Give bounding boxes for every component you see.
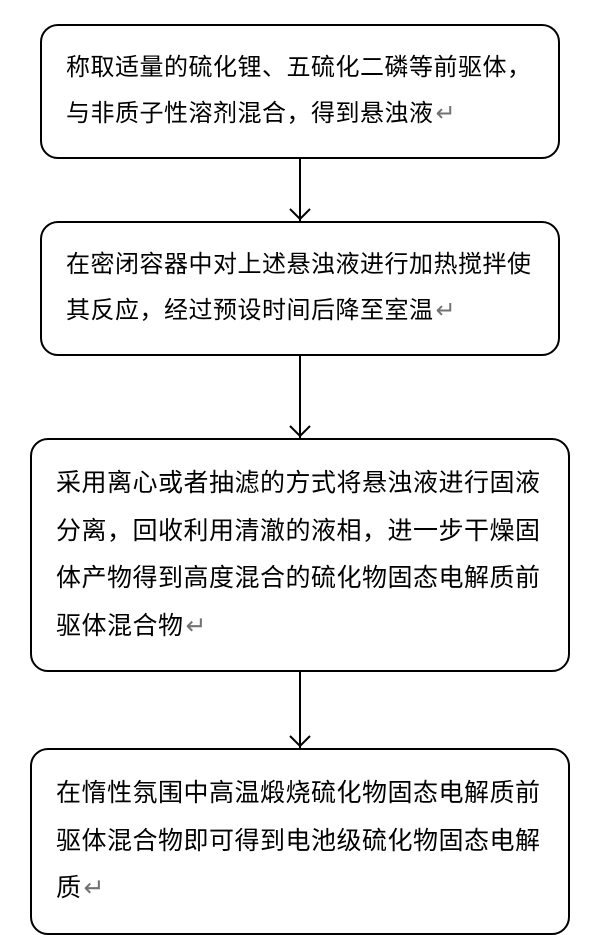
- flow-step-2-text: 在密闭容器中对上述悬浊液进行加热搅拌使其反应，经过预设时间后降至室温: [66, 252, 532, 324]
- arrow-down-icon: [288, 672, 312, 748]
- flow-arrow-1: [288, 159, 312, 221]
- flow-step-3: 采用离心或者抽滤的方式将悬浊液进行固液分离，回收利用清澈的液相，进一步干燥固体产…: [30, 438, 570, 672]
- flow-step-1-text: 称取适量的硫化锂、五硫化二磷等前驱体，与非质子性溶剂混合，得到悬浊液: [66, 55, 532, 127]
- arrow-down-icon: [288, 356, 312, 438]
- return-mark-icon: ↵: [436, 298, 457, 324]
- flow-step-4: 在惰性氛围中高温煅烧硫化物固态电解质前驱体混合物即可得到电池级硫化物固态电解质↵: [30, 748, 570, 935]
- flow-step-2: 在密闭容器中对上述悬浊液进行加热搅拌使其反应，经过预设时间后降至室温↵: [40, 221, 560, 356]
- flow-arrow-3: [288, 672, 312, 748]
- return-mark-icon: ↵: [84, 875, 105, 902]
- flow-step-1: 称取适量的硫化锂、五硫化二磷等前驱体，与非质子性溶剂混合，得到悬浊液↵: [40, 24, 560, 159]
- flow-arrow-2: [288, 356, 312, 438]
- flow-step-4-text: 在惰性氛围中高温煅烧硫化物固态电解质前驱体混合物即可得到电池级硫化物固态电解质: [56, 780, 541, 902]
- arrow-down-icon: [288, 159, 312, 221]
- flow-step-3-text: 采用离心或者抽滤的方式将悬浊液进行固液分离，回收利用清澈的液相，进一步干燥固体产…: [56, 470, 541, 640]
- return-mark-icon: ↵: [436, 101, 457, 127]
- return-mark-icon: ↵: [186, 613, 207, 640]
